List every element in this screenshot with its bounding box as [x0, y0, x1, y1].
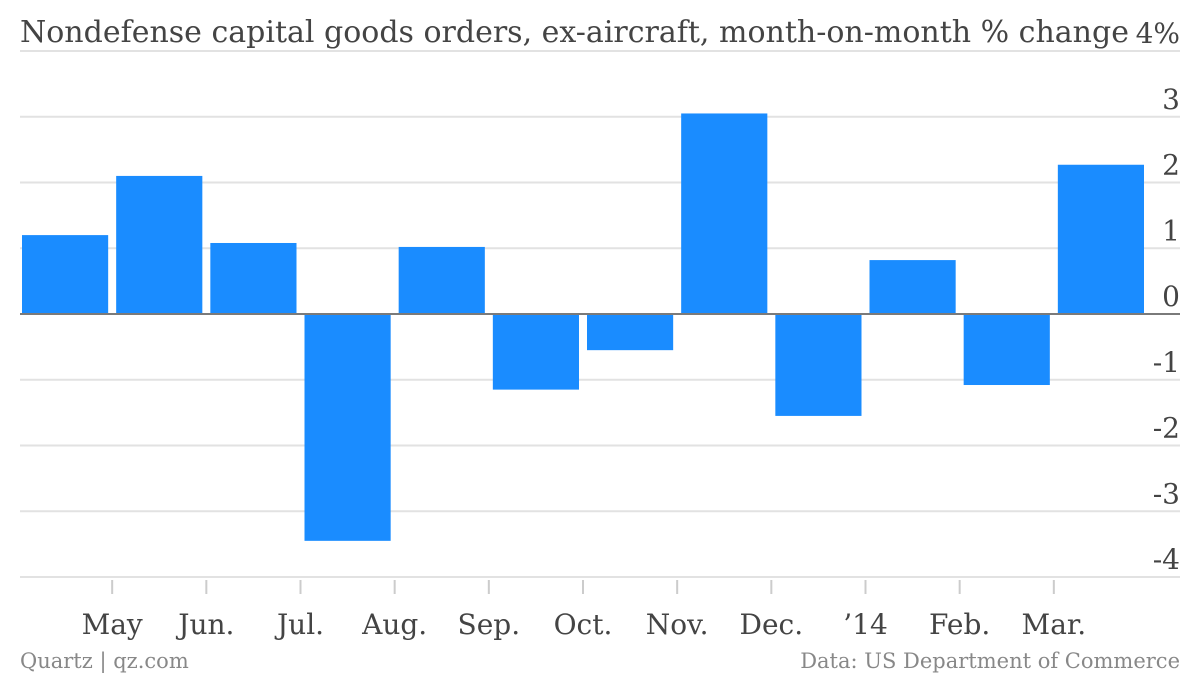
- x-tick-label: ’14: [843, 608, 888, 641]
- y-tick-label: -1: [1153, 346, 1180, 379]
- x-tick-label: Mar.: [1022, 608, 1087, 641]
- bar: [304, 314, 391, 541]
- bar: [210, 242, 297, 314]
- bar: [492, 314, 579, 390]
- x-tick-label: Feb.: [929, 608, 990, 641]
- chart-title: Nondefense capital goods orders, ex-airc…: [20, 15, 1129, 50]
- y-tick-label: -2: [1153, 412, 1180, 445]
- x-tick-label: Dec.: [740, 608, 804, 641]
- x-tick-label: Aug.: [361, 608, 427, 641]
- x-tick-label: Jul.: [274, 608, 324, 641]
- x-tick-label: May: [82, 608, 143, 641]
- bar: [398, 246, 485, 314]
- x-tick-label: Sep.: [458, 608, 521, 641]
- x-axis: May Jun. Jul. Aug. Sep. Oct. Nov. Dec. ’14 Feb. Ma…: [82, 580, 1087, 641]
- y-tick-label: 4%: [1136, 17, 1180, 50]
- bar: [869, 260, 956, 314]
- bar: [587, 314, 674, 351]
- x-tick-label: Oct.: [554, 608, 613, 641]
- bar: [963, 314, 1050, 386]
- bar: [116, 175, 203, 314]
- y-tick-label: 3: [1162, 83, 1180, 116]
- source-credit: Quartz | qz.com: [20, 649, 189, 674]
- bar: [775, 314, 862, 416]
- y-tick-label: 0: [1162, 280, 1180, 313]
- x-tick-label: Nov.: [646, 608, 709, 641]
- bar: [1057, 164, 1144, 314]
- x-tick-label: Jun.: [175, 608, 234, 641]
- data-source: Data: US Department of Commerce: [800, 649, 1180, 673]
- bars: [22, 113, 1144, 541]
- y-tick-label: -3: [1153, 477, 1180, 510]
- y-tick-label: -4: [1153, 543, 1180, 576]
- y-tick-label: 1: [1162, 214, 1180, 247]
- y-axis: 4% 3 2 1 0 -1 -2 -3 -4: [1136, 17, 1180, 576]
- bar: [681, 113, 768, 315]
- bar: [22, 235, 109, 314]
- y-tick-label: 2: [1162, 149, 1180, 182]
